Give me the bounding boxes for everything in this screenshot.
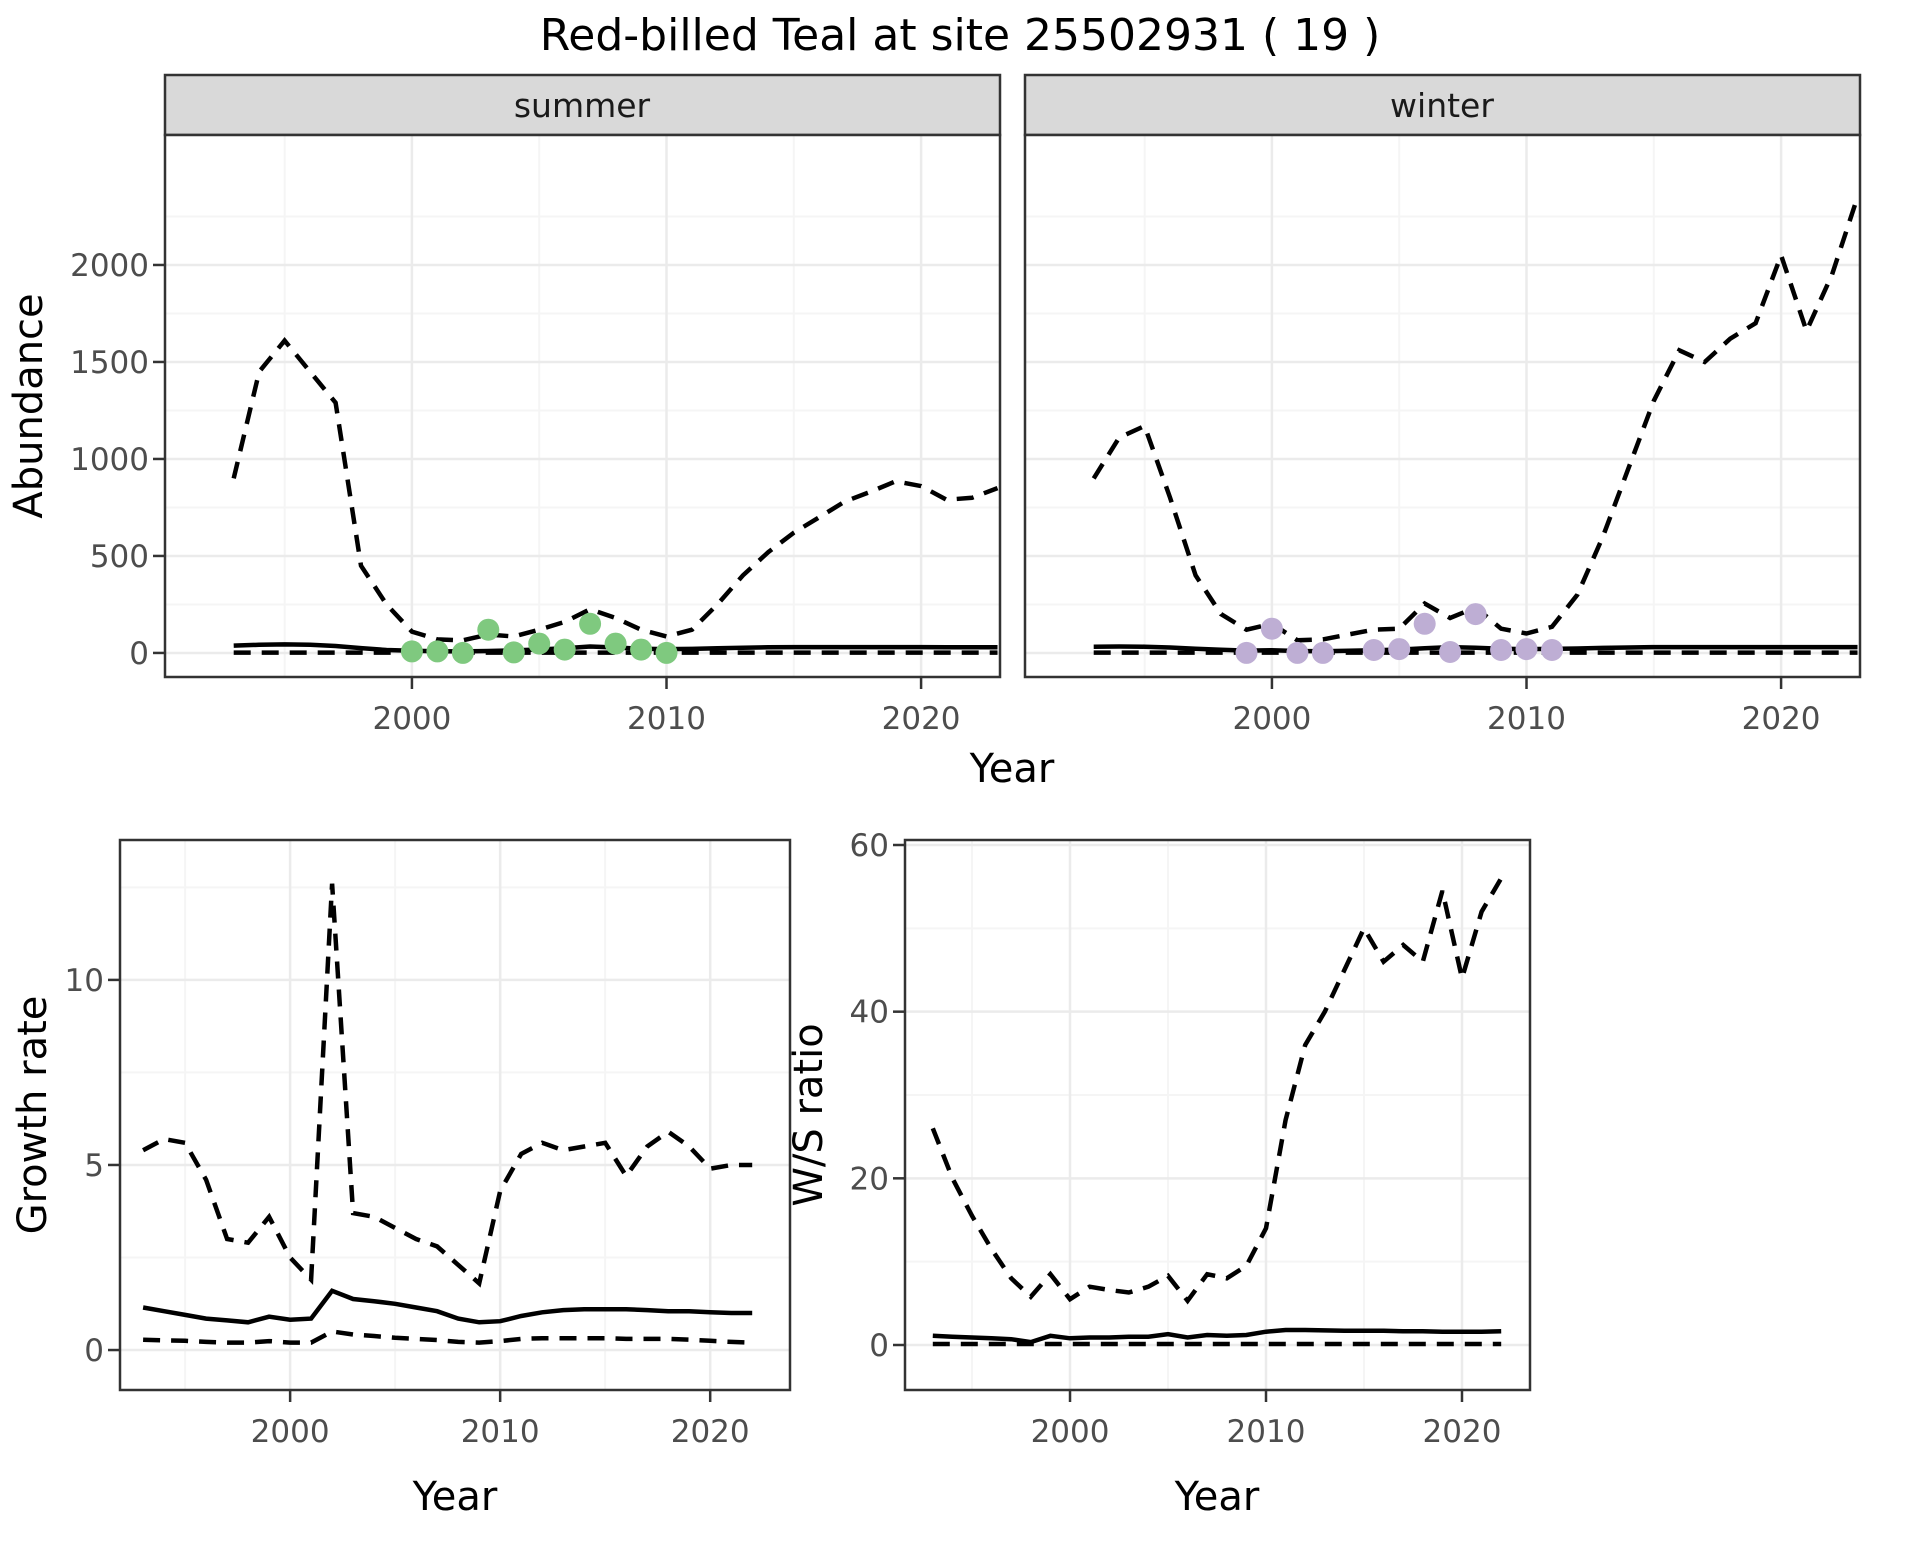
data-point-summer-observations xyxy=(579,612,602,635)
x-tick-label: 2010 xyxy=(1487,701,1566,737)
x-tick-label: 2010 xyxy=(461,1414,540,1450)
data-point-summer-observations xyxy=(426,640,449,663)
y-tick-label: 500 xyxy=(90,539,149,575)
panel-background xyxy=(1025,135,1860,677)
data-point-summer-observations xyxy=(655,641,678,664)
facet-strip-summer: summer xyxy=(163,73,1002,137)
x-axis-title-year-top: Year xyxy=(969,746,1055,792)
data-point-winter-observations xyxy=(1515,638,1538,661)
x-axis-title-year-ws: Year xyxy=(1174,1474,1260,1520)
strip-background xyxy=(163,73,1002,137)
x-tick-label: 2000 xyxy=(251,1414,330,1450)
y-tick-label: 5 xyxy=(84,1148,104,1184)
data-point-winter-observations xyxy=(1388,638,1411,661)
data-point-winter-observations xyxy=(1439,641,1462,663)
y-tick-label: 10 xyxy=(65,963,104,999)
panel-growth_rate: 2000 2010 2020 0 5 10 xyxy=(65,838,792,1450)
series-line-upper_95ci xyxy=(930,877,1504,1305)
data-point-winter-observations xyxy=(1286,641,1309,664)
y-tick-label: 1500 xyxy=(70,345,149,381)
y-tick-label: 60 xyxy=(850,828,889,864)
y-axis-title-ws-ratio: W/S ratio xyxy=(786,1023,832,1206)
x-tick-label: 2020 xyxy=(1742,701,1821,737)
strip-label-summer: summer xyxy=(514,86,651,125)
series-line-upper_95ci xyxy=(142,883,753,1288)
data-point-winter-observations xyxy=(1413,612,1436,635)
y-axis-title-abundance: Abundance xyxy=(6,293,52,518)
series-group xyxy=(142,883,753,1345)
series-line-mean xyxy=(1093,644,1858,654)
x-axis-title-year-growth: Year xyxy=(412,1474,498,1520)
panel-border xyxy=(163,133,1002,679)
data-point-winter-observations xyxy=(1490,639,1513,661)
data-point-winter-observations xyxy=(1260,617,1283,640)
series-group xyxy=(1091,196,1860,664)
data-point-summer-observations xyxy=(528,632,551,655)
data-point-summer-observations xyxy=(630,638,653,661)
panel-background xyxy=(120,840,790,1390)
y-tick-label: 0 xyxy=(129,636,149,672)
data-point-summer-observations xyxy=(502,641,525,664)
x-tick-label: 2020 xyxy=(671,1414,750,1450)
y-axis-title-growth-rate: Growth rate xyxy=(10,996,56,1235)
x-tick-label: 2000 xyxy=(372,701,451,737)
data-point-summer-observations xyxy=(477,618,500,641)
facet-strip-winter: winter xyxy=(1023,73,1862,137)
data-point-summer-observations xyxy=(400,640,423,663)
series-line-mean xyxy=(142,1288,753,1325)
data-point-summer-observations xyxy=(604,632,627,655)
y-tick-label: 0 xyxy=(84,1333,104,1369)
series-group xyxy=(231,337,999,664)
data-point-winter-observations xyxy=(1362,639,1385,661)
y-tick-label: 2000 xyxy=(70,248,149,284)
panel-border xyxy=(118,838,792,1392)
series-line-upper_95ci xyxy=(231,337,999,643)
x-tick-label: 2010 xyxy=(1227,1414,1306,1450)
panel-ws_ratio: 2000 2010 2020 0 20 40 60 xyxy=(850,828,1532,1450)
y-tick-label: 20 xyxy=(850,1161,889,1197)
panel-abundance_winter: 2000 2010 2020 xyxy=(1023,133,1862,737)
x-tick-label: 2020 xyxy=(1423,1414,1502,1450)
y-tick-label: 40 xyxy=(850,995,889,1031)
data-point-winter-observations xyxy=(1464,603,1487,626)
data-point-winter-observations xyxy=(1235,641,1258,664)
data-point-winter-observations xyxy=(1541,639,1563,661)
data-point-summer-observations xyxy=(451,641,474,664)
data-point-summer-observations xyxy=(553,638,576,661)
data-point-winter-observations xyxy=(1311,641,1334,664)
y-tick-label: 0 xyxy=(869,1328,889,1364)
strip-label-winter: winter xyxy=(1390,86,1494,125)
panel-abundance_summer: 2000 2010 2020 0 500 1000 1500 2000 xyxy=(70,133,1002,737)
series-line-mean xyxy=(932,1327,1502,1345)
y-tick-label: 1000 xyxy=(70,442,149,478)
panel-background xyxy=(165,135,1000,677)
x-tick-label: 2000 xyxy=(1031,1414,1110,1450)
chart-title: Red-billed Teal at site 25502931 ( 19 ) xyxy=(540,10,1381,61)
panel-border xyxy=(903,838,1532,1392)
strip-background xyxy=(1023,73,1862,137)
panel-background xyxy=(905,840,1530,1390)
x-tick-label: 2020 xyxy=(882,701,961,737)
x-tick-label: 2000 xyxy=(1232,701,1311,737)
series-group xyxy=(930,877,1504,1347)
series-line-lower_95ci xyxy=(143,1329,753,1345)
x-tick-label: 2010 xyxy=(627,701,706,737)
panel-border xyxy=(1023,133,1862,679)
